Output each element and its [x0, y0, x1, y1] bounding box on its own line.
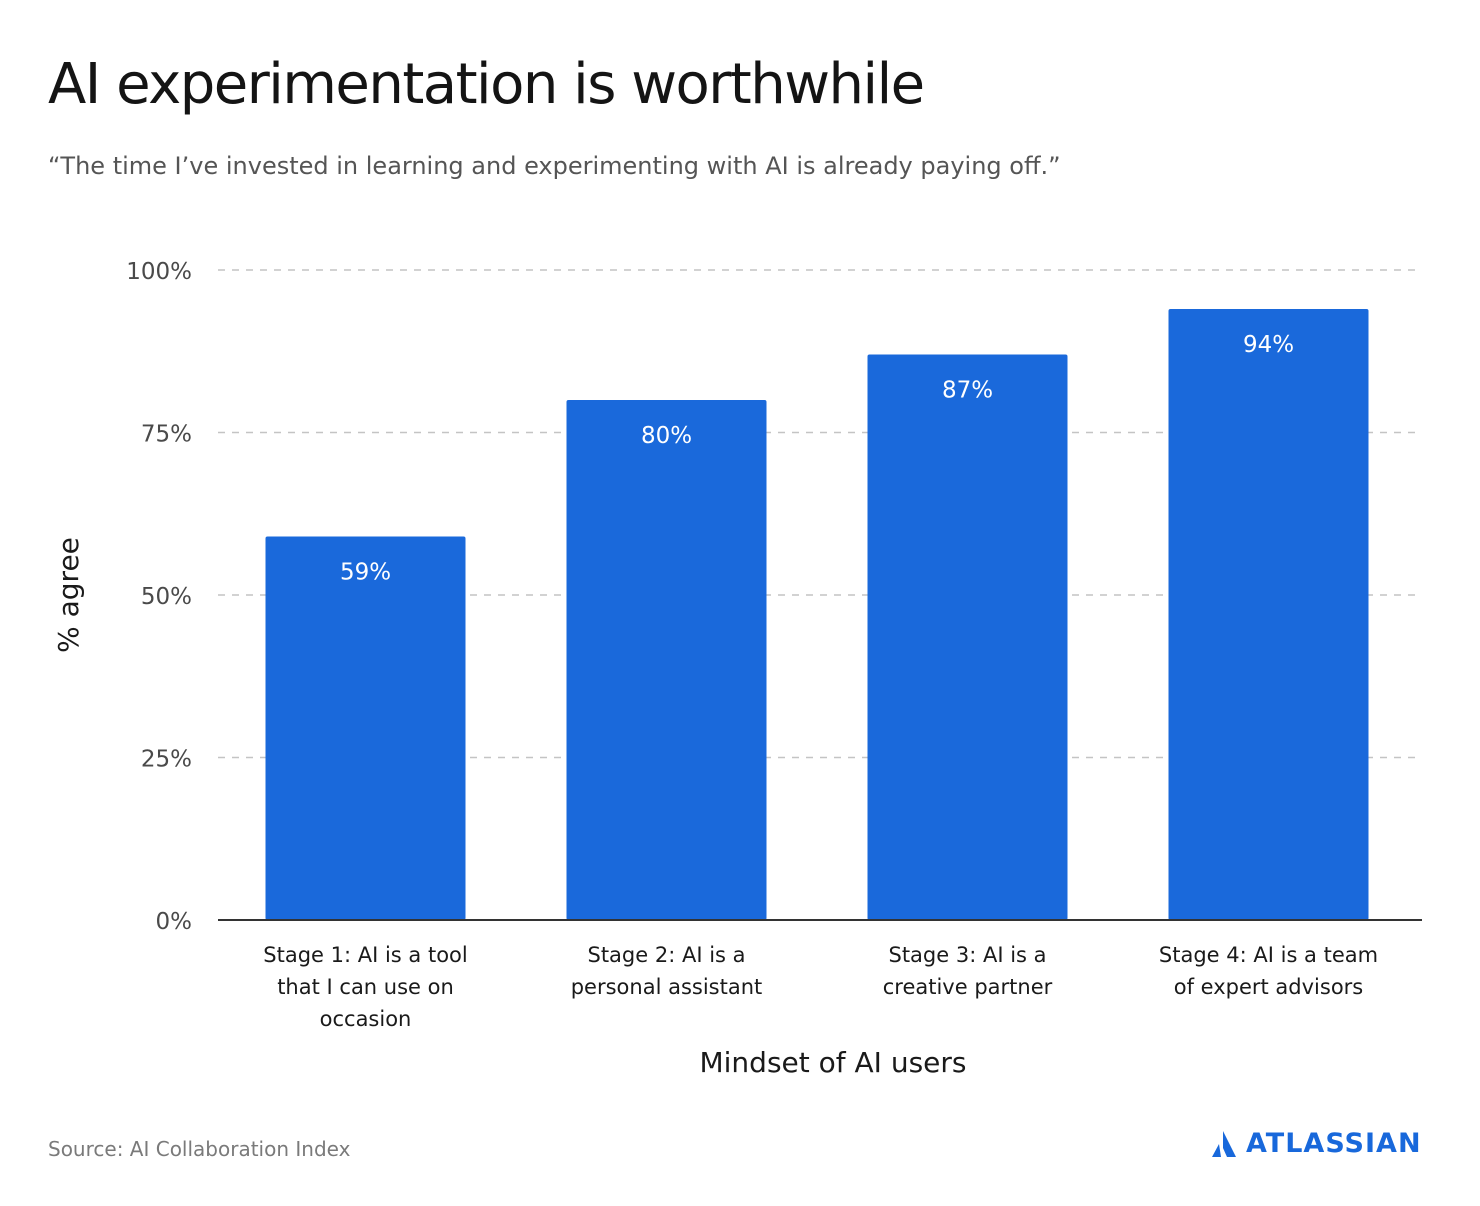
x-tick-label-2: Stage 2: AI is a personal assistant: [571, 943, 763, 999]
source-note: Source: AI Collaboration Index: [48, 1137, 351, 1161]
x-tick-label-4: Stage 4: AI is a team of expert advisors: [1159, 943, 1378, 999]
x-tick-label-3: Stage 3: AI is a creative partner: [883, 943, 1053, 999]
bar-1: [265, 536, 466, 920]
y-tick-label-100: 100%: [126, 259, 192, 285]
bar-3: [867, 354, 1068, 920]
y-tick-label-50: 50%: [141, 584, 192, 610]
x-axis-title: Mindset of AI users: [699, 1046, 966, 1079]
chart-subtitle: “The time I’ve invested in learning and …: [48, 152, 1061, 180]
bar-2: [566, 400, 767, 920]
bar-chart: 0% 25% 50% 75% 100% 59% Stage 1: AI is a tool t…: [52, 259, 1422, 1079]
chart-title: AI experimentation is worthwhile: [48, 52, 925, 117]
y-tick-label-25: 25%: [141, 747, 192, 773]
x-tick-label-1: Stage 1: AI is a tool that I can use on oc…: [263, 943, 467, 1031]
data-label-2: 80%: [641, 423, 692, 449]
data-label-3: 87%: [942, 378, 993, 404]
atlassian-logo: ATLASSIAN: [1208, 1128, 1422, 1159]
atlassian-logo-icon: [1212, 1130, 1236, 1157]
y-axis-title: % agree: [52, 537, 85, 653]
y-tick-label-75: 75%: [141, 422, 192, 448]
y-tick-label-0: 0%: [156, 909, 193, 935]
bar-4: [1168, 309, 1369, 920]
data-label-1: 59%: [340, 560, 391, 586]
data-label-4: 94%: [1243, 332, 1294, 358]
atlassian-logo-text: ATLASSIAN: [1246, 1128, 1422, 1159]
